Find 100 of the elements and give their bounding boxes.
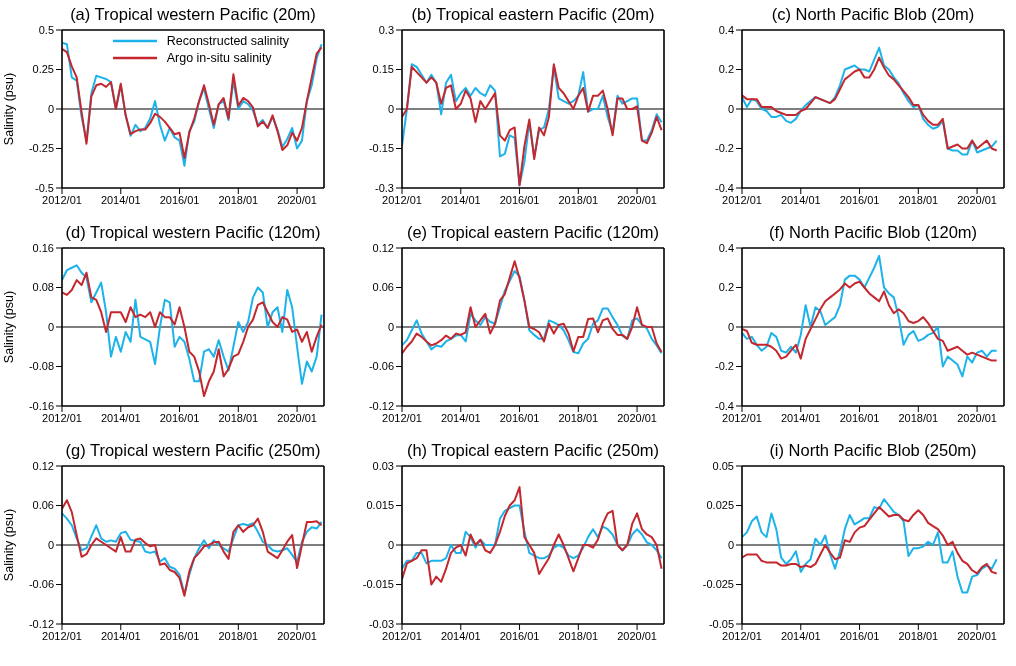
y-tick-label: 0 [387, 320, 394, 333]
x-tick-label: 2018/01 [558, 411, 599, 424]
y-tick-label: 0.16 [32, 241, 54, 254]
x-tick-label: 2020/01 [277, 411, 317, 424]
x-tick-label: 2020/01 [277, 193, 317, 206]
legend-label: Argo in-situ salinity [166, 50, 272, 65]
x-tick-label: 2012/01 [42, 411, 82, 424]
x-tick-label: 2018/01 [558, 629, 599, 642]
chart-title: (g) Tropical western Pacific (250m) [65, 441, 321, 459]
y-tick-label: -0.5 [35, 181, 54, 194]
y-tick-label: 0.4 [718, 23, 734, 36]
y-tick-label: 0 [727, 538, 734, 551]
y-tick-label: 0.12 [32, 459, 54, 472]
y-tick-label: 0.025 [706, 499, 734, 512]
x-tick-label: 2018/01 [218, 411, 259, 424]
x-tick-label: 2012/01 [382, 629, 422, 642]
chart-title: (i) North Pacific Blob (250m) [769, 441, 977, 459]
x-tick-label: 2020/01 [277, 629, 317, 642]
x-tick-label: 2016/01 [839, 193, 880, 206]
y-tick-label: 0.12 [372, 241, 394, 254]
x-tick-label: 2012/01 [722, 193, 762, 206]
y-tick-label: 0 [47, 320, 54, 333]
y-tick-label: 0.06 [32, 499, 54, 512]
chart-title: (d) Tropical western Pacific (120m) [65, 223, 321, 241]
y-tick-label: -0.025 [702, 578, 734, 591]
x-tick-label: 2020/01 [957, 193, 997, 206]
x-tick-label: 2012/01 [722, 411, 762, 424]
y-tick-label: -0.16 [28, 399, 54, 412]
chart-title: (f) North Pacific Blob (120m) [768, 223, 978, 241]
x-tick-label: 2020/01 [617, 629, 657, 642]
x-tick-label: 2016/01 [499, 411, 540, 424]
y-tick-label: -0.06 [368, 360, 394, 373]
y-tick-label: 0 [387, 102, 394, 115]
x-tick-label: 2016/01 [839, 629, 880, 642]
chart-title: (c) North Pacific Blob (20m) [771, 5, 975, 23]
x-tick-label: 2016/01 [159, 193, 200, 206]
x-tick-label: 2012/01 [42, 629, 82, 642]
x-tick-label: 2018/01 [218, 629, 259, 642]
x-tick-label: 2014/01 [100, 411, 141, 424]
chart-title: (a) Tropical western Pacific (20m) [70, 5, 316, 23]
y-tick-label: -0.4 [715, 181, 734, 194]
y-tick-label: 0.25 [32, 63, 54, 76]
y-tick-label: 0 [727, 320, 734, 333]
x-tick-label: 2020/01 [617, 411, 657, 424]
y-tick-label: 0 [727, 102, 734, 115]
x-tick-label: 2014/01 [100, 193, 141, 206]
x-tick-label: 2020/01 [617, 193, 657, 206]
chart-title: (h) Tropical eastern Pacific (250m) [406, 441, 660, 459]
x-tick-label: 2018/01 [898, 629, 939, 642]
y-tick-label: -0.15 [368, 142, 394, 155]
y-tick-label: 0.2 [718, 281, 734, 294]
y-tick-label: 0.4 [718, 241, 734, 254]
x-tick-label: 2018/01 [898, 411, 939, 424]
x-tick-label: 2016/01 [499, 193, 540, 206]
y-tick-label: -0.25 [28, 142, 54, 155]
y-tick-label: 0.5 [38, 23, 54, 36]
y-tick-label: -0.06 [28, 578, 54, 591]
x-tick-label: 2016/01 [499, 629, 540, 642]
x-tick-label: 2020/01 [957, 411, 997, 424]
y-tick-label: 0.2 [718, 63, 734, 76]
legend-label: Reconstructed salinity [166, 33, 289, 48]
x-tick-label: 2014/01 [440, 193, 481, 206]
y-tick-label: 0 [47, 538, 54, 551]
y-tick-label: -0.05 [708, 617, 734, 630]
x-tick-label: 2020/01 [957, 629, 997, 642]
chart-title: (b) Tropical eastern Pacific (20m) [411, 5, 655, 23]
y-tick-label: 0.3 [378, 23, 394, 36]
y-tick-label: -0.08 [28, 360, 54, 373]
x-tick-label: 2016/01 [159, 411, 200, 424]
x-tick-label: 2014/01 [780, 193, 821, 206]
x-tick-label: 2012/01 [42, 193, 82, 206]
x-tick-label: 2012/01 [382, 411, 422, 424]
y-tick-label: -0.2 [715, 142, 734, 155]
y-tick-label: 0.05 [712, 459, 734, 472]
y-tick-label: -0.2 [715, 360, 734, 373]
x-tick-label: 2018/01 [898, 193, 939, 206]
x-tick-label: 2014/01 [100, 629, 141, 642]
chart-title: (e) Tropical eastern Pacific (120m) [406, 223, 660, 241]
y-axis-title: Salinity (psu) [2, 72, 17, 146]
y-tick-label: -0.12 [28, 617, 54, 630]
x-tick-label: 2012/01 [722, 629, 762, 642]
y-tick-label: 0.06 [372, 281, 394, 294]
y-tick-label: 0.015 [366, 499, 394, 512]
x-tick-label: 2014/01 [440, 411, 481, 424]
y-tick-label: 0 [47, 102, 54, 115]
y-tick-label: 0 [387, 538, 394, 551]
y-tick-label: -0.015 [362, 578, 394, 591]
y-tick-label: -0.4 [715, 399, 734, 412]
x-tick-label: 2016/01 [839, 411, 880, 424]
x-tick-label: 2014/01 [780, 411, 821, 424]
x-tick-label: 2014/01 [440, 629, 481, 642]
y-tick-label: 0.15 [372, 63, 394, 76]
y-axis-title: Salinity (psu) [2, 508, 17, 582]
y-tick-label: 0.03 [372, 459, 394, 472]
y-axis-title: Salinity (psu) [2, 290, 17, 364]
y-tick-label: 0.08 [32, 281, 54, 294]
x-tick-label: 2018/01 [218, 193, 259, 206]
x-tick-label: 2012/01 [382, 193, 422, 206]
y-tick-label: -0.3 [375, 181, 394, 194]
x-tick-label: 2014/01 [780, 629, 821, 642]
